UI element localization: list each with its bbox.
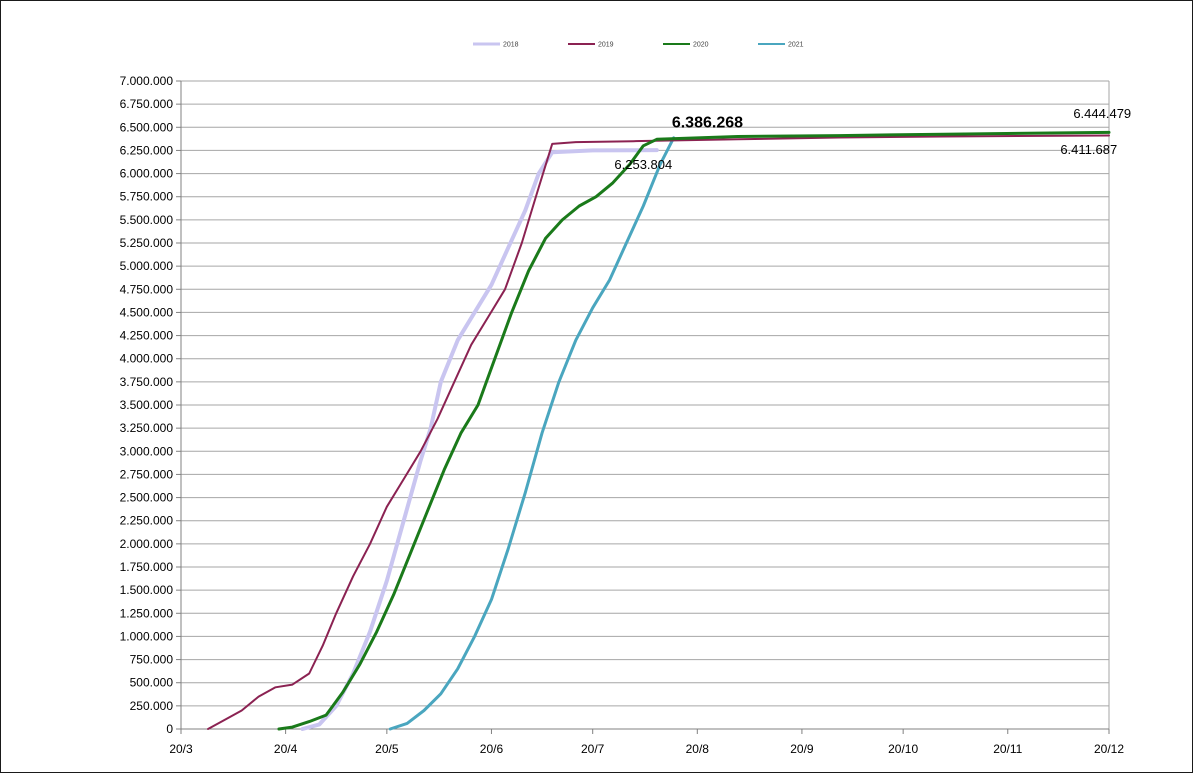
y-tick-label: 3.750.000	[120, 375, 174, 389]
axes	[176, 80, 1110, 734]
series-line-2020	[277, 130, 1111, 731]
y-tick-label: 750.000	[130, 653, 174, 667]
y-tick-label: 6.250.000	[120, 143, 174, 157]
x-tick-label: 20/7	[581, 742, 605, 756]
y-tick-label: 5.750.000	[120, 190, 174, 204]
y-tick-label: 2.250.000	[120, 514, 174, 528]
legend-label-2020: 2020	[693, 42, 709, 49]
grid-lines	[181, 80, 1109, 707]
x-tick-label: 20/11	[993, 742, 1022, 756]
y-tick-label: 1.500.000	[120, 583, 174, 597]
y-tick-label: 4.750.000	[120, 282, 174, 296]
y-tick-label: 4.250.000	[120, 329, 174, 343]
x-tick-label: 20/12	[1094, 742, 1124, 756]
x-tick-labels: 20/3 20/4 20/5 20/6 20/7 20/8 20/9 20/10 20/11 20…	[169, 742, 1124, 756]
y-tick-label: 6.750.000	[120, 97, 174, 111]
y-tick-label: 0	[166, 722, 173, 736]
y-tick-label: 7.000.000	[120, 74, 174, 88]
y-tick-label: 5.000.000	[120, 259, 174, 273]
x-tick-label: 20/10	[888, 742, 918, 756]
y-tick-labels: 0 250.000 500.000 750.000 1.000.000 1.250.000…	[120, 74, 174, 736]
annotations: 6.253.804 6.386.268 6.444.479 6.411.687	[614, 106, 1131, 172]
x-tick-label: 20/6	[480, 742, 504, 756]
x-tick-label: 20/3	[169, 742, 193, 756]
y-tick-label: 5.250.000	[120, 236, 174, 250]
y-tick-label: 2.500.000	[120, 491, 174, 505]
y-tick-label: 2.000.000	[120, 537, 174, 551]
legend-label-2021: 2021	[788, 42, 804, 49]
y-tick-label: 6.500.000	[120, 120, 174, 134]
y-tick-label: 3.000.000	[120, 444, 174, 458]
y-tick-label: 3.500.000	[120, 398, 174, 412]
legend-label-2019: 2019	[598, 42, 614, 49]
x-tick-label: 20/5	[375, 742, 399, 756]
y-tick-label: 500.000	[130, 676, 174, 690]
y-tick-label: 1.250.000	[120, 606, 174, 620]
series-lines	[207, 130, 1111, 731]
y-tick-label: 4.500.000	[120, 305, 174, 319]
x-tick-label: 20/4	[274, 742, 298, 756]
legend: 2018 2019 2020 2021	[473, 42, 804, 49]
y-tick-label: 4.000.000	[120, 352, 174, 366]
y-tick-label: 3.250.000	[120, 421, 174, 435]
y-tick-label: 6.000.000	[120, 167, 174, 181]
x-tick-label: 20/9	[790, 742, 814, 756]
series-line-2021	[388, 136, 676, 731]
data-label: 6.444.479	[1073, 106, 1131, 121]
y-tick-label: 1.750.000	[120, 560, 174, 574]
data-label: 6.253.804	[614, 157, 672, 172]
series-line-2019	[207, 134, 1110, 730]
legend-label-2018: 2018	[503, 42, 519, 49]
y-tick-label: 250.000	[130, 699, 174, 713]
x-tick-label: 20/8	[686, 742, 710, 756]
y-tick-label: 5.500.000	[120, 213, 174, 227]
data-label: 6.386.268	[672, 114, 743, 131]
series-line-2018	[300, 148, 659, 731]
y-tick-label: 1.000.000	[120, 629, 174, 643]
y-tick-label: 2.750.000	[120, 467, 174, 481]
data-label: 6.411.687	[1060, 142, 1117, 157]
